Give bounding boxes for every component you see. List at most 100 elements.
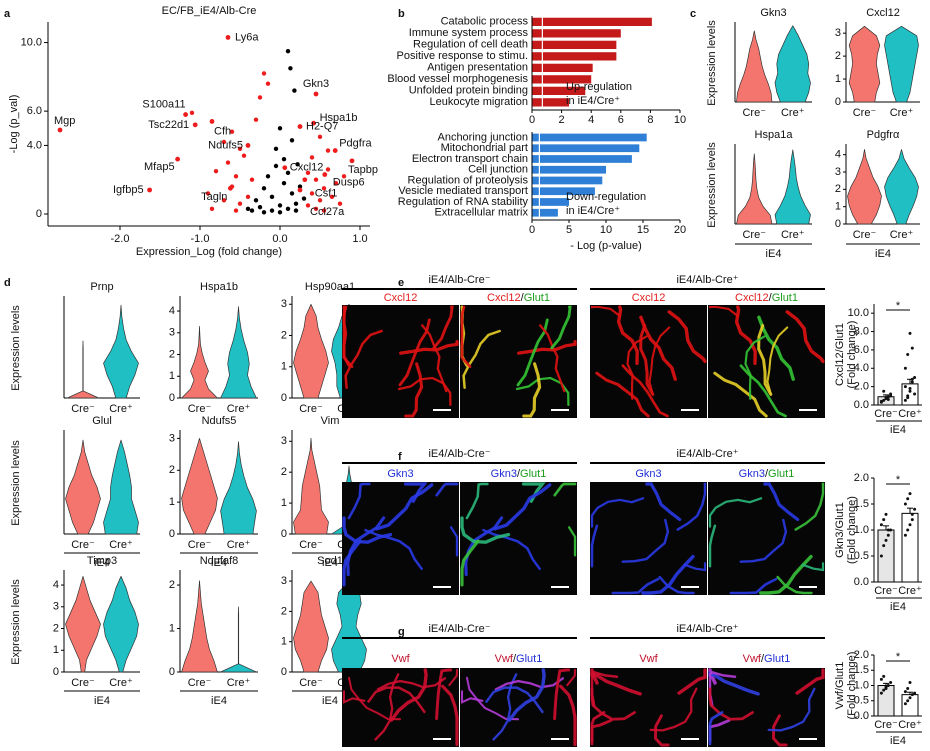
vessel <box>448 668 459 687</box>
y-tick-label: 1.0 <box>854 679 869 691</box>
x-tick-label: 15 <box>637 224 649 236</box>
data-point <box>237 146 243 152</box>
y-axis-label: (Fold change) <box>846 652 858 720</box>
x-tick-label: Cre⁻ <box>188 677 212 689</box>
vessel <box>590 711 606 746</box>
bar <box>532 176 603 185</box>
data-point <box>341 174 347 179</box>
data-point <box>908 389 912 393</box>
data-point <box>910 377 914 381</box>
plot-title: Ndufs5 <box>202 415 237 427</box>
y-tick-label: 1 <box>169 622 175 634</box>
vessel <box>435 482 459 497</box>
micrograph <box>708 305 825 418</box>
y-tick-label: 2 <box>281 605 287 617</box>
violin <box>220 306 257 399</box>
y-tick-label: 4 <box>169 305 175 317</box>
data-point <box>253 117 259 122</box>
labeled-point <box>332 148 338 153</box>
vessel <box>590 524 599 568</box>
y-tick-label: 2 <box>169 348 175 360</box>
y-tick-label: 0 <box>281 392 287 404</box>
vessel <box>462 329 501 389</box>
channel-part: / <box>521 292 525 304</box>
x-tick-label: -1.0 <box>191 233 210 245</box>
data-point <box>329 194 335 200</box>
vessel <box>729 577 778 595</box>
group-label: iE4 <box>766 248 782 260</box>
vessel <box>421 324 448 393</box>
annotation: Down-regulation <box>566 191 646 203</box>
y-tick-label: 1 <box>169 496 175 508</box>
violin <box>103 304 139 399</box>
vessel <box>465 676 520 721</box>
data-point <box>337 201 343 206</box>
data-point <box>292 88 297 93</box>
violin <box>736 153 773 225</box>
data-point <box>882 518 886 522</box>
violin <box>103 439 139 535</box>
violin <box>220 441 257 535</box>
x-tick-label: Cre⁺ <box>898 719 922 731</box>
y-tick-label: 2 <box>169 464 175 476</box>
labeled-point <box>228 185 233 191</box>
data-point <box>265 174 271 179</box>
vessel <box>521 482 546 503</box>
data-point <box>908 331 912 335</box>
x-tick-label: 1.0 <box>352 233 367 245</box>
x-tick-label: 0.0 <box>272 233 287 245</box>
y-tick-label: 0.0 <box>854 710 869 722</box>
y-tick-label: 0 <box>835 96 841 108</box>
data-point <box>281 180 287 186</box>
data-point <box>903 385 907 389</box>
vessel <box>621 518 670 563</box>
channel-part: Cxcl12 <box>632 292 666 304</box>
data-point <box>903 398 907 402</box>
category-label: Catabolic process <box>441 16 529 28</box>
vessel <box>435 668 453 721</box>
y-tick-label: 3 <box>281 435 287 447</box>
data-point <box>288 66 293 71</box>
data-point <box>213 168 219 174</box>
vessel <box>785 310 825 364</box>
vessel <box>708 305 740 318</box>
data-point <box>277 203 283 208</box>
vessel <box>482 528 541 571</box>
vessel <box>507 668 546 722</box>
channel-part: Cxcl12 <box>735 292 769 304</box>
violin <box>774 149 811 225</box>
data-point <box>253 198 259 203</box>
x-tick-label: Cre⁺ <box>227 539 251 551</box>
significance: * <box>896 474 901 486</box>
y-axis-label: (Fold change) <box>846 321 858 389</box>
panel-letter: c <box>690 8 696 20</box>
data-point <box>908 680 912 684</box>
data-point <box>910 693 914 697</box>
panel-letter: f <box>398 451 402 463</box>
labeled-point <box>302 177 308 183</box>
micrograph <box>708 668 825 747</box>
y-tick-label: 3 <box>835 27 841 39</box>
vessel <box>611 577 660 595</box>
vessel <box>739 364 787 418</box>
plot-title: Glul <box>92 415 112 427</box>
violin <box>181 438 218 535</box>
category-label: Mitochondrial part <box>441 142 528 154</box>
x-tick-label: Cre⁺ <box>227 677 251 689</box>
y-axis-label: Vwf/Glut1 <box>834 662 846 710</box>
x-tick-label: Cre⁻ <box>71 403 95 415</box>
channel-label: Cxcl12/Glut1 <box>735 292 798 304</box>
gene-label: Mfap5 <box>144 161 175 173</box>
violin <box>65 439 101 535</box>
data-point <box>906 528 910 532</box>
y-tick-label: 4.0 <box>27 139 42 151</box>
gene-label: Pdgfra <box>339 137 372 149</box>
y-tick-label: 3 <box>53 601 59 613</box>
violin <box>848 25 881 103</box>
data-point <box>233 174 239 179</box>
y-axis-label: Cxcl12/Glut1 <box>834 323 846 386</box>
x-axis-label: Expression_Log (fold change) <box>136 246 282 258</box>
x-tick-label: Cre⁺ <box>898 408 922 420</box>
channel-part: Vwf <box>495 653 514 665</box>
